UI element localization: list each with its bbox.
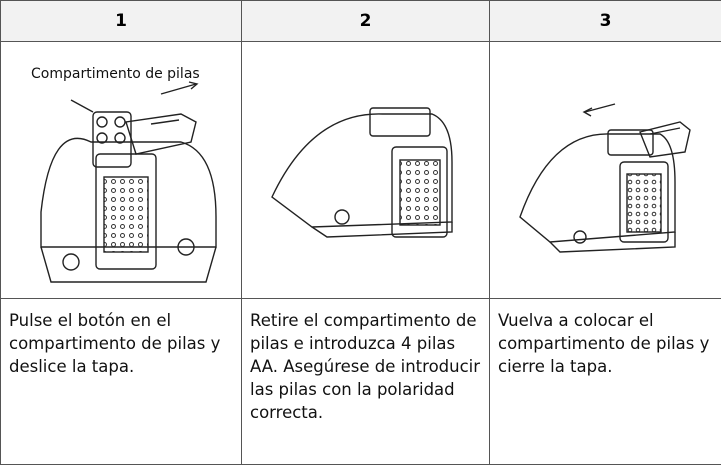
device-illustration xyxy=(271,107,453,238)
image-cell: Compartimento de pilas xyxy=(0,41,242,299)
image-row: Compartimento de pilas xyxy=(0,41,721,299)
image-caption: Compartimento de pilas xyxy=(31,66,200,82)
text-row: Pulse el botón en el compartimento de pi… xyxy=(0,298,721,465)
device-illustration xyxy=(519,103,691,253)
step-text: Pulse el botón en el compartimento de pi… xyxy=(9,311,221,376)
header-row: 1 2 3 xyxy=(0,0,721,42)
step-number: 2 xyxy=(241,0,490,42)
step-number: 3 xyxy=(489,0,721,42)
image-cell xyxy=(489,41,721,299)
image-cell xyxy=(241,41,490,299)
step-text: Retire el compartimento de pilas e intro… xyxy=(250,311,481,422)
step-text: Vuelva a colocar el compartimento de pil… xyxy=(498,311,710,376)
step-number: 1 xyxy=(0,0,242,42)
device-illustration xyxy=(40,81,217,283)
